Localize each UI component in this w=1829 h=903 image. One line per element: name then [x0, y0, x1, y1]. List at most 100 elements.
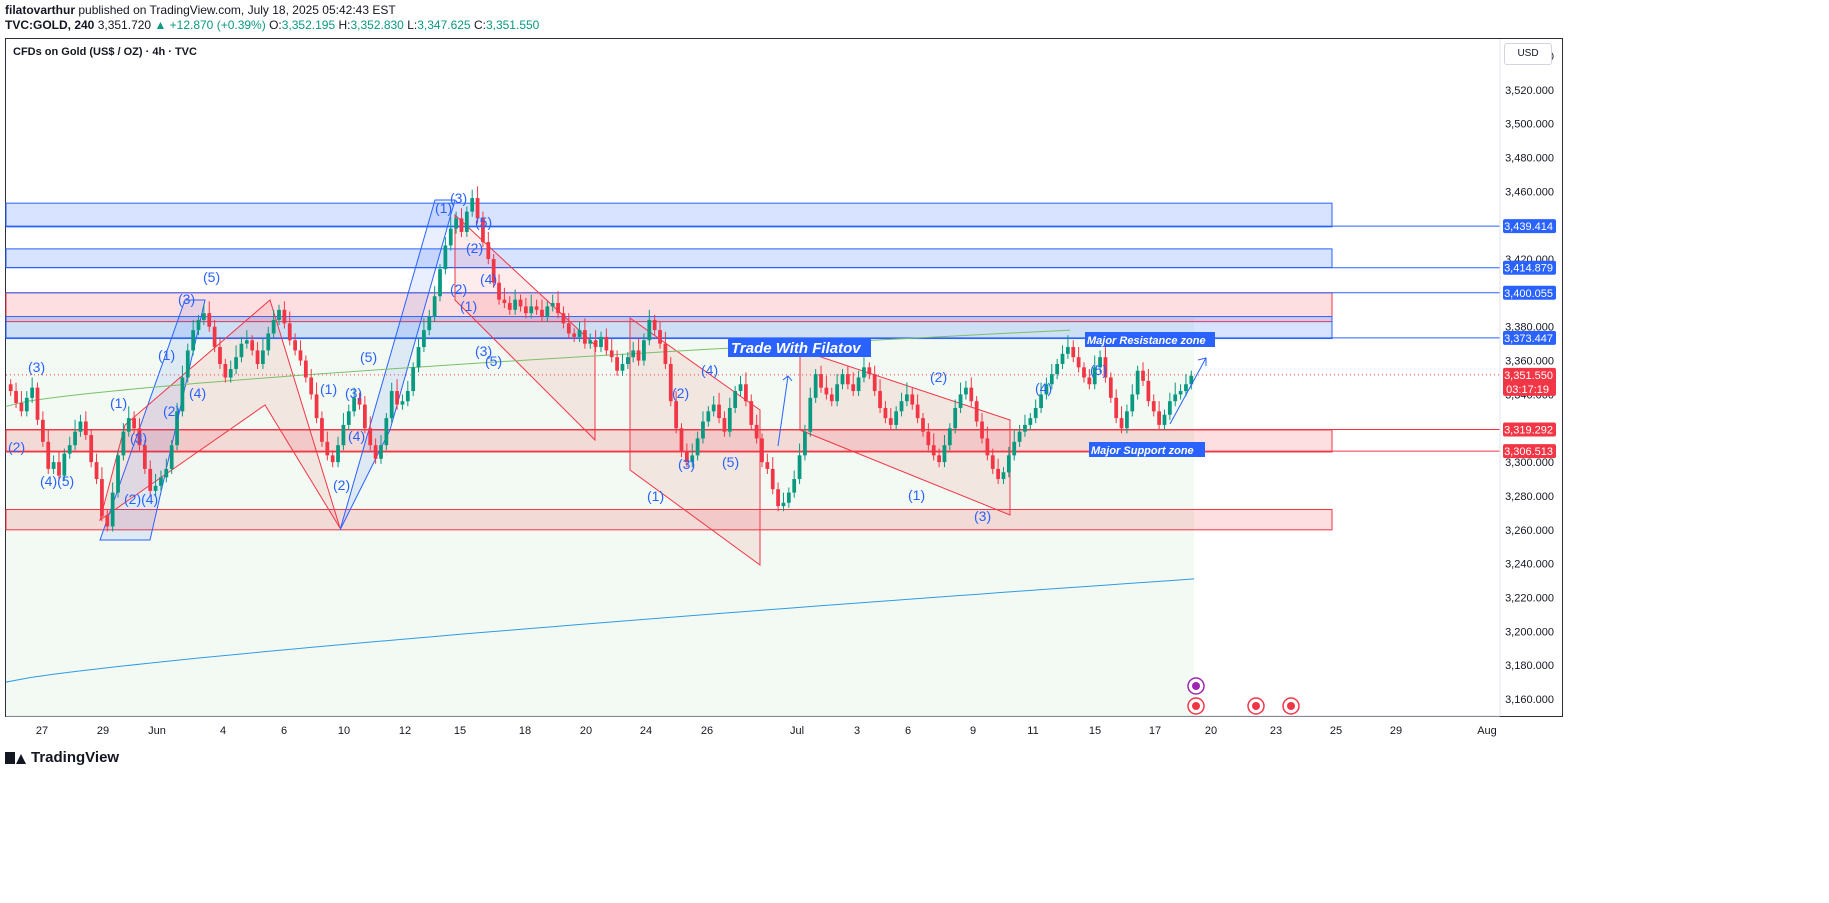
event-dot-icon	[1252, 702, 1260, 710]
candle-body	[1049, 374, 1054, 385]
candle-body	[1006, 455, 1011, 473]
candle-body	[534, 306, 539, 310]
candle-body	[1066, 347, 1070, 354]
candle-body	[845, 374, 850, 385]
candle-body	[293, 340, 297, 351]
candle-body	[577, 330, 582, 337]
candle-body	[1178, 391, 1183, 395]
candle-body	[851, 384, 856, 392]
wave-label: (5)	[360, 349, 377, 365]
wave-label: (4)	[1035, 380, 1052, 396]
wave-label: (4)	[701, 362, 718, 378]
candle-body	[706, 411, 711, 422]
open-label: O:	[269, 18, 282, 32]
candle-body	[1135, 370, 1140, 395]
candle-body	[212, 326, 217, 348]
candle-body	[910, 394, 915, 405]
candle-body	[647, 319, 652, 341]
wave-label: (5)	[485, 353, 502, 369]
candle-body	[228, 369, 233, 378]
candle-body	[287, 323, 292, 341]
candle-body	[24, 397, 29, 412]
candle-body	[808, 397, 813, 432]
channel-3	[454, 213, 596, 442]
candle-body	[448, 228, 453, 246]
candle-body	[454, 218, 458, 229]
candle-body	[990, 455, 995, 469]
candle-body	[545, 306, 550, 317]
candle-body	[964, 387, 968, 395]
tradingview-brand[interactable]: TradingView	[5, 749, 119, 766]
wave-label: (2)	[333, 477, 350, 493]
candle-body	[996, 468, 1001, 480]
x-tick-label: 27	[36, 725, 48, 737]
price-chart[interactable]: (3)(2)(4)(5)(1)(3)(2)(4)(1)(3)(5)(2)(4)(…	[0, 0, 1568, 774]
candle-body	[566, 323, 571, 334]
candle-body	[507, 303, 512, 310]
candle-body	[89, 435, 94, 463]
candle-body	[159, 477, 163, 486]
price-tag	[1503, 285, 1556, 300]
x-tick-label: 26	[701, 725, 713, 737]
candle-body	[642, 340, 646, 361]
y-tick-label: 3,160.000	[1505, 694, 1554, 706]
candle-body	[352, 397, 357, 412]
candle-body	[94, 462, 99, 480]
wave-label: (4)(5)	[40, 473, 74, 489]
candle-body	[883, 407, 888, 419]
candle-body	[636, 350, 641, 361]
candle-body	[362, 404, 367, 429]
zone-1	[5, 248, 1333, 268]
candle-body	[137, 428, 142, 446]
candle-body	[738, 384, 743, 392]
candle-body	[255, 350, 260, 364]
candle-body	[132, 418, 136, 429]
candle-body	[169, 445, 174, 469]
candle-body	[829, 394, 834, 402]
candle-body	[35, 387, 40, 420]
candle-body	[1130, 394, 1135, 412]
x-tick-label: 11	[1027, 725, 1038, 737]
candle-body	[384, 418, 389, 446]
wave-label: (4)	[480, 271, 497, 287]
candle-body	[620, 363, 625, 371]
candle-body	[840, 374, 845, 385]
high-label: H:	[338, 18, 351, 32]
wave-label: (1)	[460, 298, 477, 314]
candle-body	[583, 330, 587, 344]
candle-body	[711, 404, 716, 412]
channel-0	[99, 299, 206, 541]
candle-body	[41, 419, 45, 442]
candle-body	[760, 438, 764, 463]
candle-body	[234, 357, 238, 370]
candle-body	[497, 282, 501, 300]
candle-body	[1012, 441, 1017, 456]
wave-label: (2)	[672, 385, 689, 401]
candle-body	[277, 309, 281, 320]
candle-body	[379, 445, 383, 459]
candle-body	[931, 445, 936, 456]
currency-selector[interactable]: USD	[1504, 43, 1552, 65]
brand-name: TradingView	[31, 749, 120, 766]
candle-body	[513, 299, 518, 310]
candle-body	[336, 445, 340, 463]
candle-body	[427, 316, 432, 331]
wave-label: (5)	[475, 214, 492, 230]
y-tick-label: 3,300.000	[1505, 457, 1554, 469]
x-tick-label: 17	[1149, 725, 1161, 737]
candle-body	[116, 455, 120, 493]
candle-body	[83, 421, 88, 436]
x-tick-label: 12	[399, 725, 411, 737]
candle-body	[1044, 384, 1049, 395]
candle-body	[663, 343, 668, 364]
candle-body	[416, 347, 421, 368]
tradingview-logo-icon	[5, 751, 27, 764]
candle-body	[980, 421, 984, 439]
candle-body	[475, 198, 480, 219]
countdown-label: 03:17:19	[1506, 384, 1549, 396]
candle-body	[1028, 418, 1033, 425]
candle-body	[373, 445, 378, 459]
y-tick-label: 3,500.000	[1505, 119, 1554, 131]
symbol-label: TVC:GOLD, 240	[5, 18, 95, 32]
wave-label: (3)	[345, 385, 362, 401]
